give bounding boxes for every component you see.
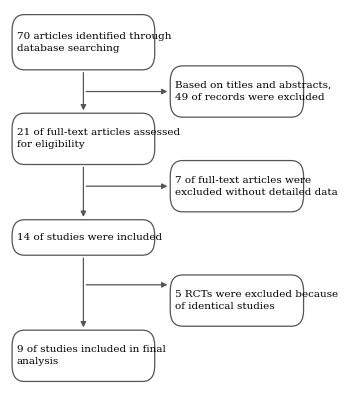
Text: 9 of studies included in final
analysis: 9 of studies included in final analysis bbox=[17, 346, 166, 366]
FancyBboxPatch shape bbox=[170, 66, 304, 117]
Text: 14 of studies were included: 14 of studies were included bbox=[17, 233, 162, 242]
FancyBboxPatch shape bbox=[12, 113, 155, 164]
FancyBboxPatch shape bbox=[12, 330, 155, 382]
Text: Based on titles and abstracts,
49 of records were excluded: Based on titles and abstracts, 49 of rec… bbox=[175, 81, 331, 102]
Text: 70 articles identified through
database searching: 70 articles identified through database … bbox=[17, 32, 171, 53]
FancyBboxPatch shape bbox=[170, 160, 304, 212]
Text: 7 of full-text articles were
excluded without detailed data: 7 of full-text articles were excluded wi… bbox=[175, 176, 337, 196]
FancyBboxPatch shape bbox=[12, 15, 155, 70]
Text: 21 of full-text articles assessed
for eligibility: 21 of full-text articles assessed for el… bbox=[17, 128, 180, 149]
Text: 5 RCTs were excluded because
of identical studies: 5 RCTs were excluded because of identica… bbox=[175, 290, 338, 311]
FancyBboxPatch shape bbox=[170, 275, 304, 326]
FancyBboxPatch shape bbox=[12, 220, 155, 255]
